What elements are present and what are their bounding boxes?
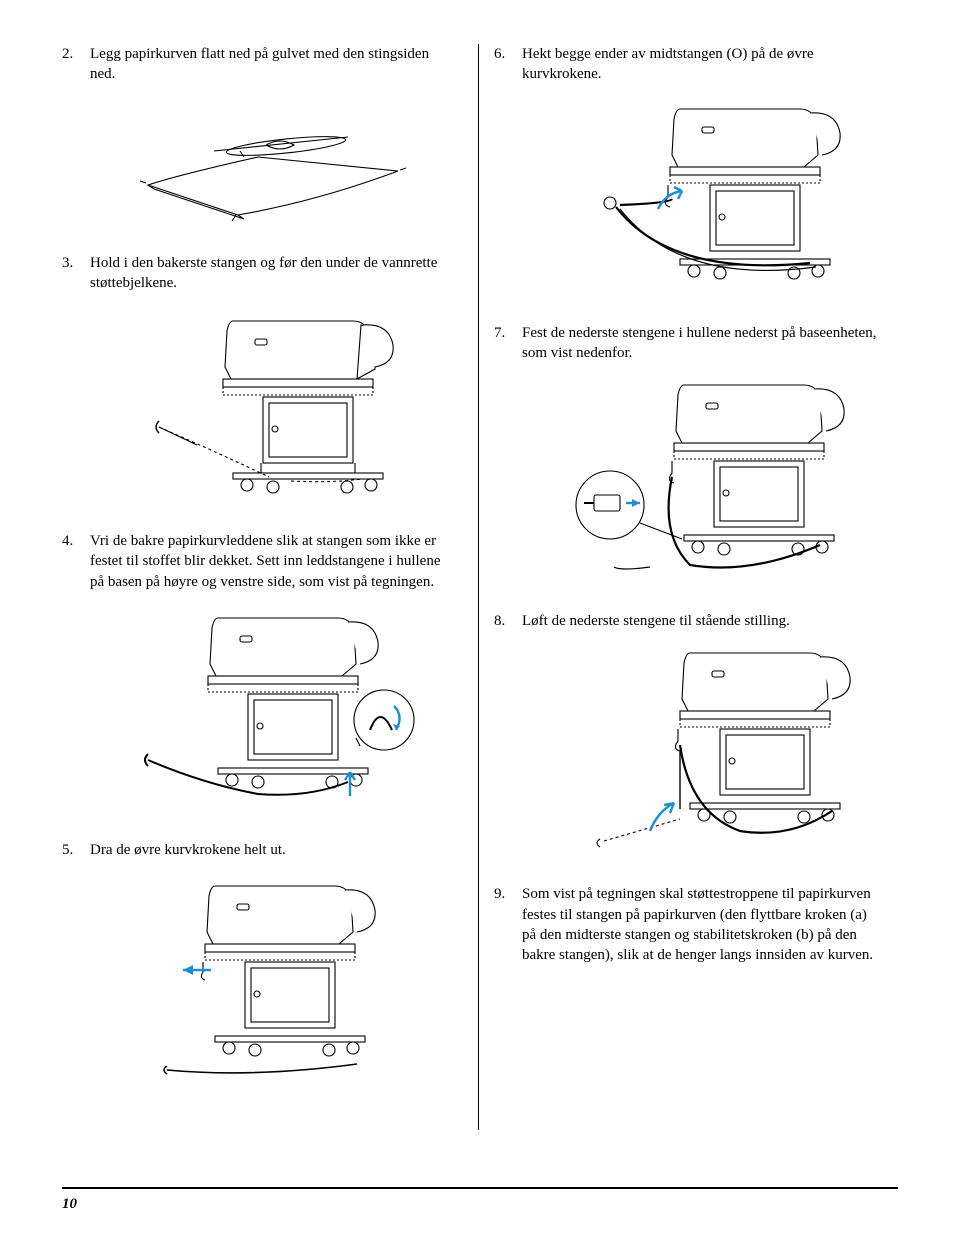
step-number: 9. bbox=[494, 884, 522, 904]
illustration-step-2 bbox=[90, 97, 446, 227]
step-2: 2. Legg papirkurven flatt ned på gulvet … bbox=[62, 44, 446, 227]
step-text: Dra de øvre kurvkrokene helt ut. bbox=[90, 840, 446, 860]
step-number: 3. bbox=[62, 253, 90, 273]
step-text: Fest de nederste stengene i hullene nede… bbox=[522, 323, 878, 364]
step-text: Løft de nederste stengene til stående st… bbox=[522, 611, 878, 631]
two-column-layout: 2. Legg papirkurven flatt ned på gulvet … bbox=[62, 44, 898, 1134]
step-6: 6. Hekt begge ender av midtstangen (O) p… bbox=[494, 44, 878, 297]
step-text: Hekt begge ender av midtstangen (O) på d… bbox=[522, 44, 878, 85]
step-number: 5. bbox=[62, 840, 90, 860]
illustration-step-7 bbox=[522, 375, 878, 585]
illustration-step-6 bbox=[522, 97, 878, 297]
step-text: Hold i den bakerste stangen og før den u… bbox=[90, 253, 446, 294]
step-text: Legg papirkurven flatt ned på gulvet med… bbox=[90, 44, 446, 85]
step-text: Vri de bakre papirkurvleddene slik at st… bbox=[90, 531, 446, 592]
step-number: 2. bbox=[62, 44, 90, 64]
step-number: 7. bbox=[494, 323, 522, 343]
step-8: 8. Løft de nederste stengene til stående… bbox=[494, 611, 878, 858]
page-number: 10 bbox=[62, 1196, 77, 1212]
step-number: 6. bbox=[494, 44, 522, 64]
illustration-step-4 bbox=[90, 604, 446, 814]
page-footer: 10 bbox=[62, 1187, 898, 1213]
right-column: 6. Hekt begge ender av midtstangen (O) p… bbox=[470, 44, 898, 1134]
left-column: 2. Legg papirkurven flatt ned på gulvet … bbox=[62, 44, 470, 1134]
illustration-step-8 bbox=[522, 643, 878, 858]
step-3: 3. Hold i den bakerste stangen og før de… bbox=[62, 253, 446, 506]
step-text: Som vist på tegningen skal støttestroppe… bbox=[522, 884, 878, 965]
step-9: 9. Som vist på tegningen skal støttestro… bbox=[494, 884, 878, 965]
illustration-step-3 bbox=[90, 305, 446, 505]
step-5: 5. Dra de øvre kurvkrokene helt ut. bbox=[62, 840, 446, 1092]
step-number: 4. bbox=[62, 531, 90, 551]
illustration-step-5 bbox=[90, 872, 446, 1092]
step-7: 7. Fest de nederste stengene i hullene n… bbox=[494, 323, 878, 586]
step-number: 8. bbox=[494, 611, 522, 631]
step-4: 4. Vri de bakre papirkurvleddene slik at… bbox=[62, 531, 446, 814]
